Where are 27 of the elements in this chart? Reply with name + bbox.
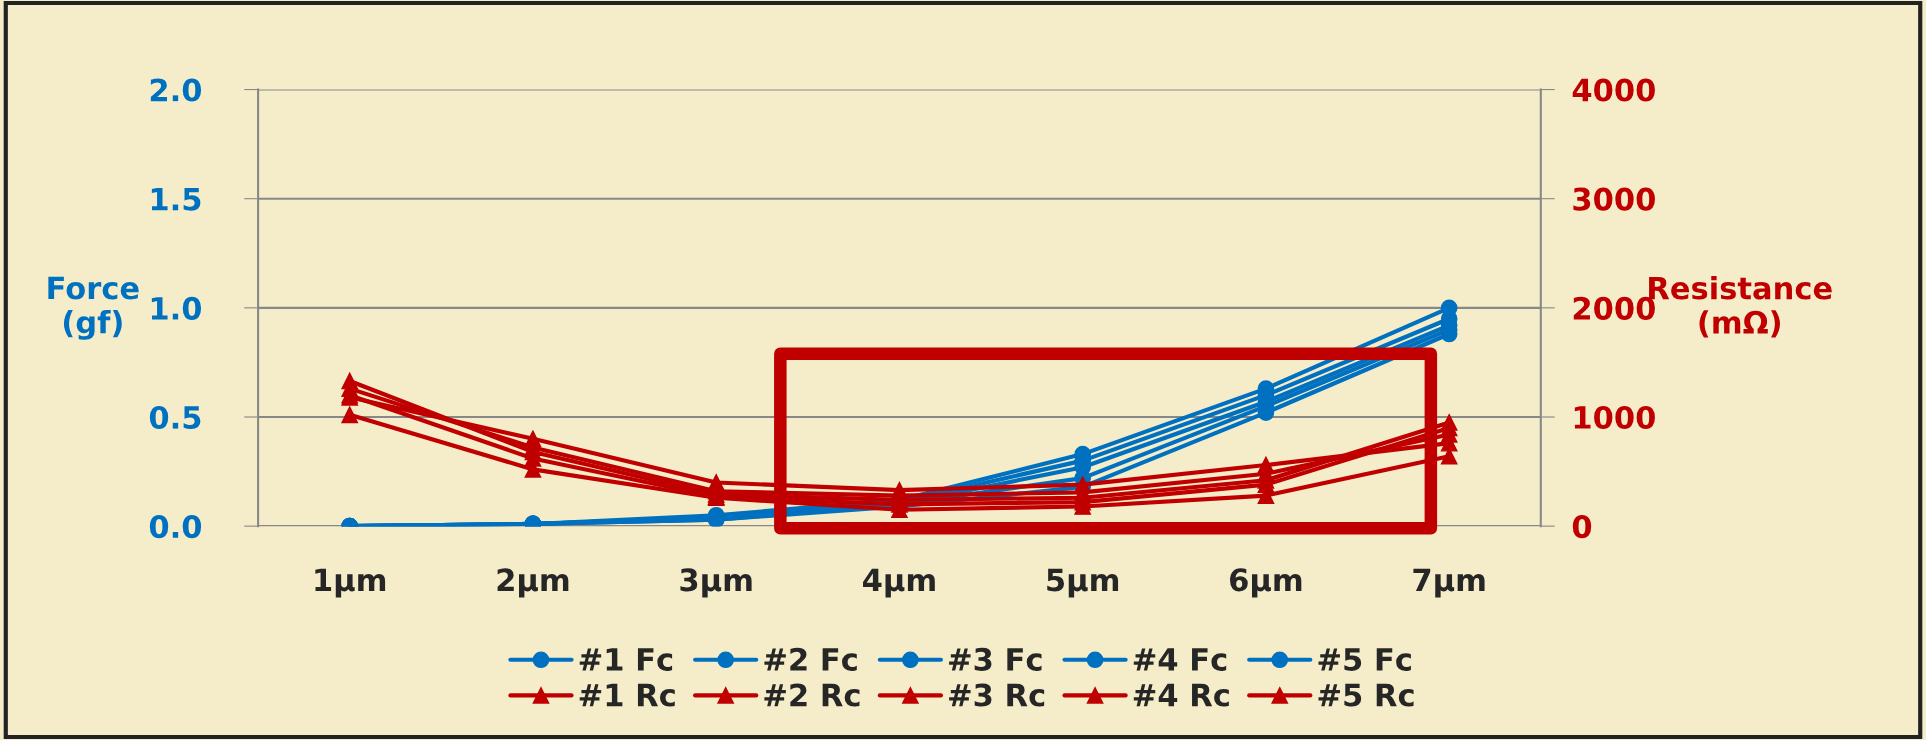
y-tick-label: 1.5: [151, 188, 201, 211]
y2-tick-label: 3000: [1573, 187, 1655, 211]
x-tick-label: 7μm: [1413, 568, 1485, 598]
x-tick-label: 6μm: [1230, 568, 1302, 598]
legend-label: #2 Rc: [764, 683, 860, 707]
legend-label: #3 Fc: [949, 647, 1042, 671]
y-tick-label: 1.0: [151, 296, 202, 320]
legend-label: #4 Rc: [1133, 683, 1229, 707]
legend-label: #2 Fc: [764, 647, 857, 671]
y2-tick-label: 1000: [1574, 405, 1655, 430]
legend-label: #3 Rc: [949, 683, 1045, 707]
x-tick-label: 1μm: [315, 568, 386, 598]
y-tick-label: 2.0: [150, 78, 202, 102]
y-tick-label: 0.5: [149, 405, 201, 430]
legend-label: #1 Fc: [579, 648, 673, 671]
y2-tick-label: 4000: [1572, 78, 1655, 102]
y-tick-label: 0.0: [149, 515, 202, 539]
legend-label: #5 Fc: [1318, 648, 1411, 671]
legend-label: #5 Rc: [1318, 683, 1414, 707]
legend-label: #4 Fc: [1133, 648, 1227, 671]
legend-label: #1 Rc: [579, 683, 675, 707]
x-tick-label: 4μm: [863, 568, 935, 598]
x-tick-label: 3μm: [680, 568, 752, 598]
y2-tick-label: 0: [1572, 515, 1592, 539]
y-axis-title: Force (gf): [48, 276, 139, 340]
x-tick-label: 5μm: [1047, 568, 1119, 598]
x-tick-label: 2μm: [497, 568, 569, 598]
